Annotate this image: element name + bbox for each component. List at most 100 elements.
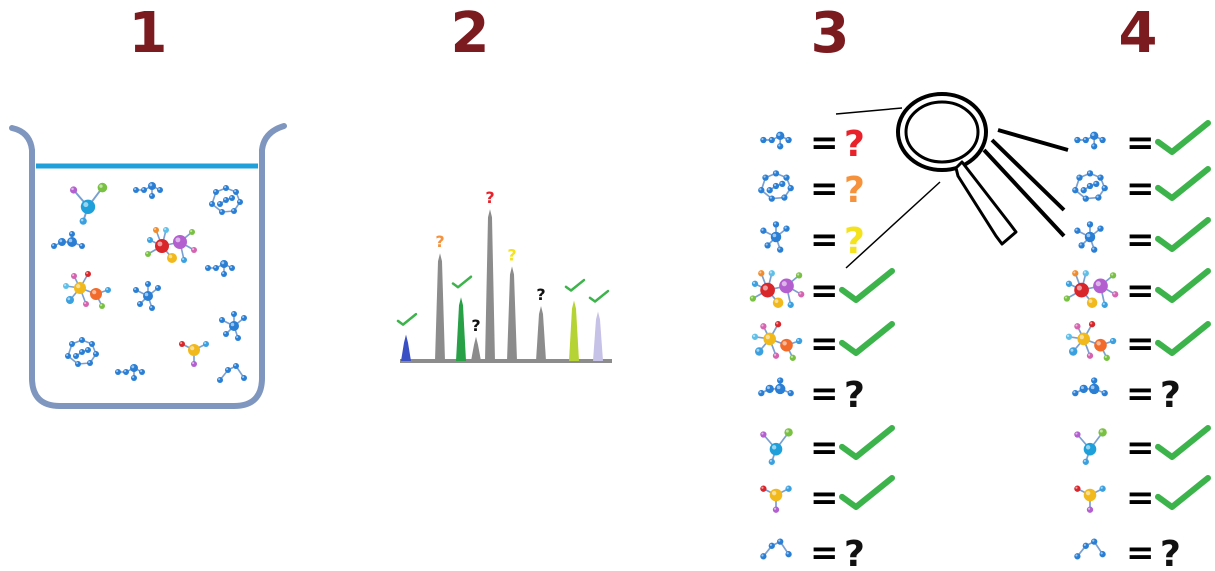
check-icon bbox=[839, 425, 895, 460]
list-item: = bbox=[1074, 217, 1211, 260]
chromatogram-peak bbox=[401, 334, 411, 361]
step-number-3: 3 bbox=[810, 1, 850, 66]
magnifying-glass-icon bbox=[835, 92, 1069, 269]
check-icon bbox=[1155, 425, 1211, 460]
list-item: = bbox=[760, 425, 895, 468]
pointer-line bbox=[990, 138, 1066, 212]
molecule-icon bbox=[758, 377, 794, 397]
molecule-icon bbox=[133, 182, 163, 199]
molecule-icon bbox=[1074, 485, 1106, 513]
equals-sign: = bbox=[810, 533, 839, 571]
check-icon bbox=[564, 278, 586, 292]
list-item: =? bbox=[760, 220, 865, 262]
list-item: = bbox=[1063, 268, 1211, 311]
list-item: = bbox=[751, 321, 895, 364]
molecule-icon bbox=[115, 364, 145, 381]
list-item: = bbox=[1074, 425, 1211, 468]
equals-sign: = bbox=[1126, 428, 1155, 468]
unknown-status: ? bbox=[844, 221, 865, 262]
equals-sign: = bbox=[810, 428, 839, 468]
check-icon bbox=[451, 275, 473, 289]
molecule-icon bbox=[1063, 270, 1119, 308]
molecule-icon bbox=[219, 311, 247, 341]
peak-unknown-label: ? bbox=[485, 188, 494, 207]
molecule-icon bbox=[760, 221, 790, 253]
equals-sign: = bbox=[1126, 123, 1155, 163]
chromatogram-peak bbox=[485, 209, 495, 361]
unknown-status: ? bbox=[844, 375, 865, 416]
unknown-status: ? bbox=[844, 124, 865, 165]
chromatogram-peak bbox=[471, 336, 481, 361]
check-icon bbox=[839, 321, 895, 356]
identification-list-step3: = ?= ?= ?=== ?===? bbox=[749, 123, 895, 571]
molecule-icon bbox=[758, 170, 794, 202]
unknown-status: ? bbox=[1160, 534, 1181, 571]
molecule-icon bbox=[1074, 428, 1107, 465]
equals-sign: = bbox=[810, 169, 839, 209]
list-item: =? bbox=[758, 169, 865, 211]
equals-sign: = bbox=[1126, 220, 1155, 260]
list-item: = bbox=[749, 268, 895, 311]
check-icon bbox=[839, 268, 895, 303]
chromatogram-peak bbox=[593, 311, 603, 361]
unknown-status: ? bbox=[844, 534, 865, 571]
chromatogram: ????? bbox=[396, 188, 612, 363]
molecule-icon bbox=[1065, 321, 1117, 361]
molecule-icon bbox=[1072, 170, 1108, 202]
molecule-icon bbox=[133, 281, 161, 311]
equals-sign: = bbox=[810, 478, 839, 518]
equals-sign: = bbox=[1126, 324, 1155, 364]
zoom-line bbox=[845, 181, 941, 269]
chromatogram-peak bbox=[536, 306, 546, 361]
equals-sign: = bbox=[1126, 374, 1155, 414]
list-item: = bbox=[1065, 321, 1211, 364]
list-item: =? bbox=[1074, 533, 1181, 571]
equals-sign: = bbox=[1126, 169, 1155, 209]
chromatogram-peak bbox=[456, 297, 466, 361]
check-icon bbox=[1155, 166, 1211, 201]
molecule-icon bbox=[751, 321, 803, 361]
check-icon bbox=[1155, 268, 1211, 303]
peak-unknown-label: ? bbox=[507, 245, 516, 264]
step-number-2: 2 bbox=[450, 1, 490, 66]
list-item: =? bbox=[760, 123, 865, 165]
list-item: = bbox=[1074, 120, 1211, 163]
molecule-icon bbox=[1072, 377, 1108, 397]
beaker bbox=[9, 123, 287, 409]
equals-sign: = bbox=[810, 374, 839, 414]
molecule-icon bbox=[217, 363, 247, 383]
zoom-line bbox=[835, 107, 903, 115]
peak-unknown-label: ? bbox=[536, 285, 545, 304]
identification-list-step4: ====== ?===? bbox=[1063, 120, 1211, 571]
chromatogram-peak bbox=[569, 300, 579, 361]
molecule-icon bbox=[760, 538, 792, 560]
beaker-outline bbox=[9, 123, 287, 409]
molecule-icon bbox=[760, 131, 792, 150]
list-item: = bbox=[1072, 166, 1211, 209]
molecule-icon bbox=[760, 485, 792, 513]
equals-sign: = bbox=[810, 123, 839, 163]
molecule-icon bbox=[209, 185, 243, 215]
molecule-icon bbox=[1074, 131, 1106, 150]
step-number-4: 4 bbox=[1118, 1, 1158, 66]
step-number-1: 1 bbox=[128, 1, 168, 66]
list-item: =? bbox=[758, 374, 865, 416]
equals-sign: = bbox=[1126, 478, 1155, 518]
molecule-icon bbox=[205, 260, 235, 277]
list-item: = bbox=[760, 475, 895, 518]
list-item: = bbox=[1074, 475, 1211, 518]
list-item: =? bbox=[760, 533, 865, 571]
pointer-line bbox=[997, 128, 1069, 152]
chromatogram-peak bbox=[435, 253, 445, 361]
check-icon bbox=[588, 289, 610, 303]
check-icon bbox=[1155, 475, 1211, 510]
molecule-icon bbox=[63, 271, 111, 309]
check-icon bbox=[1155, 120, 1211, 155]
beaker-molecules bbox=[51, 182, 247, 383]
equals-sign: = bbox=[810, 324, 839, 364]
check-icon bbox=[396, 312, 418, 326]
molecule-icon bbox=[749, 270, 805, 308]
peak-unknown-label: ? bbox=[471, 316, 480, 335]
equals-sign: = bbox=[1126, 533, 1155, 571]
